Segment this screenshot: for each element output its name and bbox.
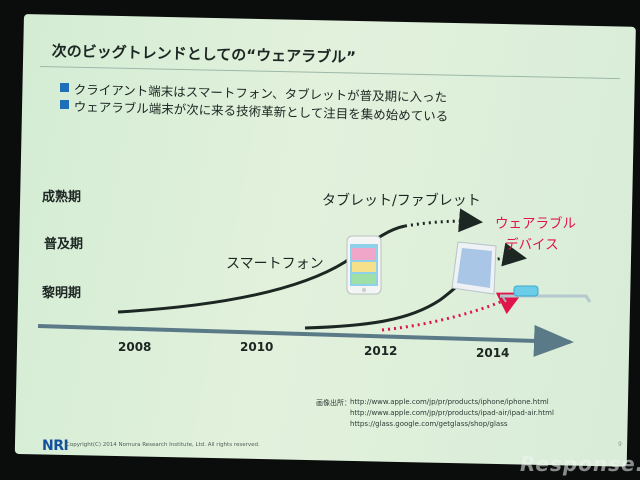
image-source-url: http://www.apple.com/jp/pr/products/ipho… — [350, 398, 549, 406]
smartphone-curve-projection — [404, 208, 483, 233]
year-label: 2012 — [364, 344, 398, 358]
image-source-url: http://www.apple.com/jp/pr/products/ipad… — [350, 409, 554, 417]
bullet-square-icon — [60, 83, 69, 92]
stage-label-mature: 成熟期 — [42, 190, 82, 205]
wearable-label-line2: デバイス — [505, 237, 559, 253]
smartphone-image — [346, 235, 382, 295]
year-label: 2008 — [118, 340, 152, 354]
nri-logo: NRI — [42, 438, 69, 454]
page-number: 9 — [618, 441, 622, 448]
stage-label-dawn: 黎明期 — [42, 286, 82, 301]
time-axis — [37, 324, 574, 357]
tablet-image — [451, 241, 497, 295]
wearable-label-line1: ウェアラブル — [495, 216, 576, 232]
stage-label-growth: 普及期 — [44, 237, 84, 252]
smart-glasses-image — [500, 285, 592, 303]
tablet-label: タブレット/ファブレット — [322, 193, 481, 209]
image-source-url: https://glass.google.com/getglass/shop/g… — [350, 420, 508, 428]
year-label: 2010 — [240, 340, 274, 354]
smartphone-curve — [117, 224, 406, 314]
bullet-square-icon — [60, 100, 69, 109]
watermark-text: Response. — [520, 452, 640, 476]
year-label: 2014 — [476, 346, 510, 360]
smartphone-label: スマートフォン — [226, 256, 324, 272]
image-source-label: 画像出所： — [316, 399, 351, 407]
wearable-curve — [381, 292, 523, 332]
copyright-text: Copyright(C) 2014 Nomura Research Instit… — [66, 442, 260, 448]
